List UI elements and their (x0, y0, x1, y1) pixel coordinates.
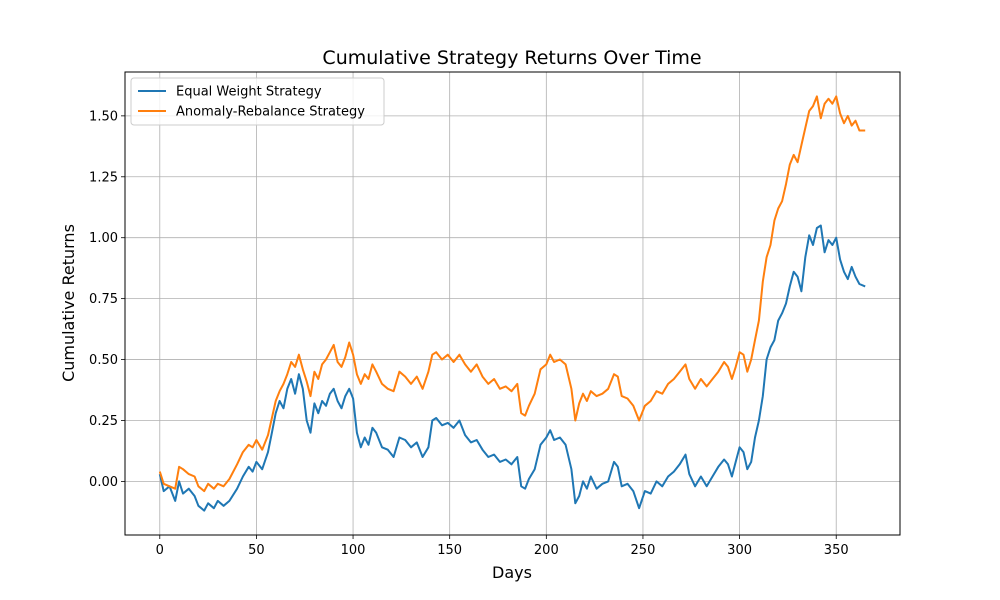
legend-label-equal-weight: Equal Weight Strategy (176, 85, 322, 100)
chart-title: Cumulative Strategy Returns Over Time (322, 47, 701, 69)
y-tick-label: 0.50 (89, 353, 118, 368)
x-tick-label: 350 (824, 543, 849, 558)
plot-frame (124, 71, 901, 536)
x-tick-label: 50 (248, 543, 265, 558)
y-axis-label: Cumulative Returns (59, 224, 78, 382)
x-axis-label: Days (492, 563, 532, 582)
legend-box (130, 77, 385, 126)
x-tick-label: 250 (631, 543, 656, 558)
x-tick-label: 300 (727, 543, 752, 558)
x-tick-label: 200 (534, 543, 559, 558)
x-tick-label: 0 (156, 543, 164, 558)
series-lines (158, 95, 866, 512)
y-tick-label: 1.00 (89, 231, 118, 246)
y-tick-label: 0.00 (89, 475, 118, 490)
y-tick-label: 1.50 (89, 109, 118, 124)
series-line-equal-weight (158, 224, 866, 512)
x-tick-label: 150 (437, 543, 462, 558)
grid (125, 72, 900, 535)
y-tick-label: 0.25 (89, 414, 118, 429)
series-line-anomaly-rebalance (158, 95, 866, 493)
legend: Equal Weight Strategy Anomaly-Rebalance … (130, 77, 385, 126)
x-tick-label: 100 (341, 543, 366, 558)
ticks: 0 50 100 150 200 250 300 350 0.00 0.25 0.50 0.75 1.0… (89, 109, 849, 558)
y-tick-label: 1.25 (89, 170, 118, 185)
y-tick-label: 0.75 (89, 292, 118, 307)
legend-label-anomaly-rebalance: Anomaly-Rebalance Strategy (176, 105, 365, 120)
